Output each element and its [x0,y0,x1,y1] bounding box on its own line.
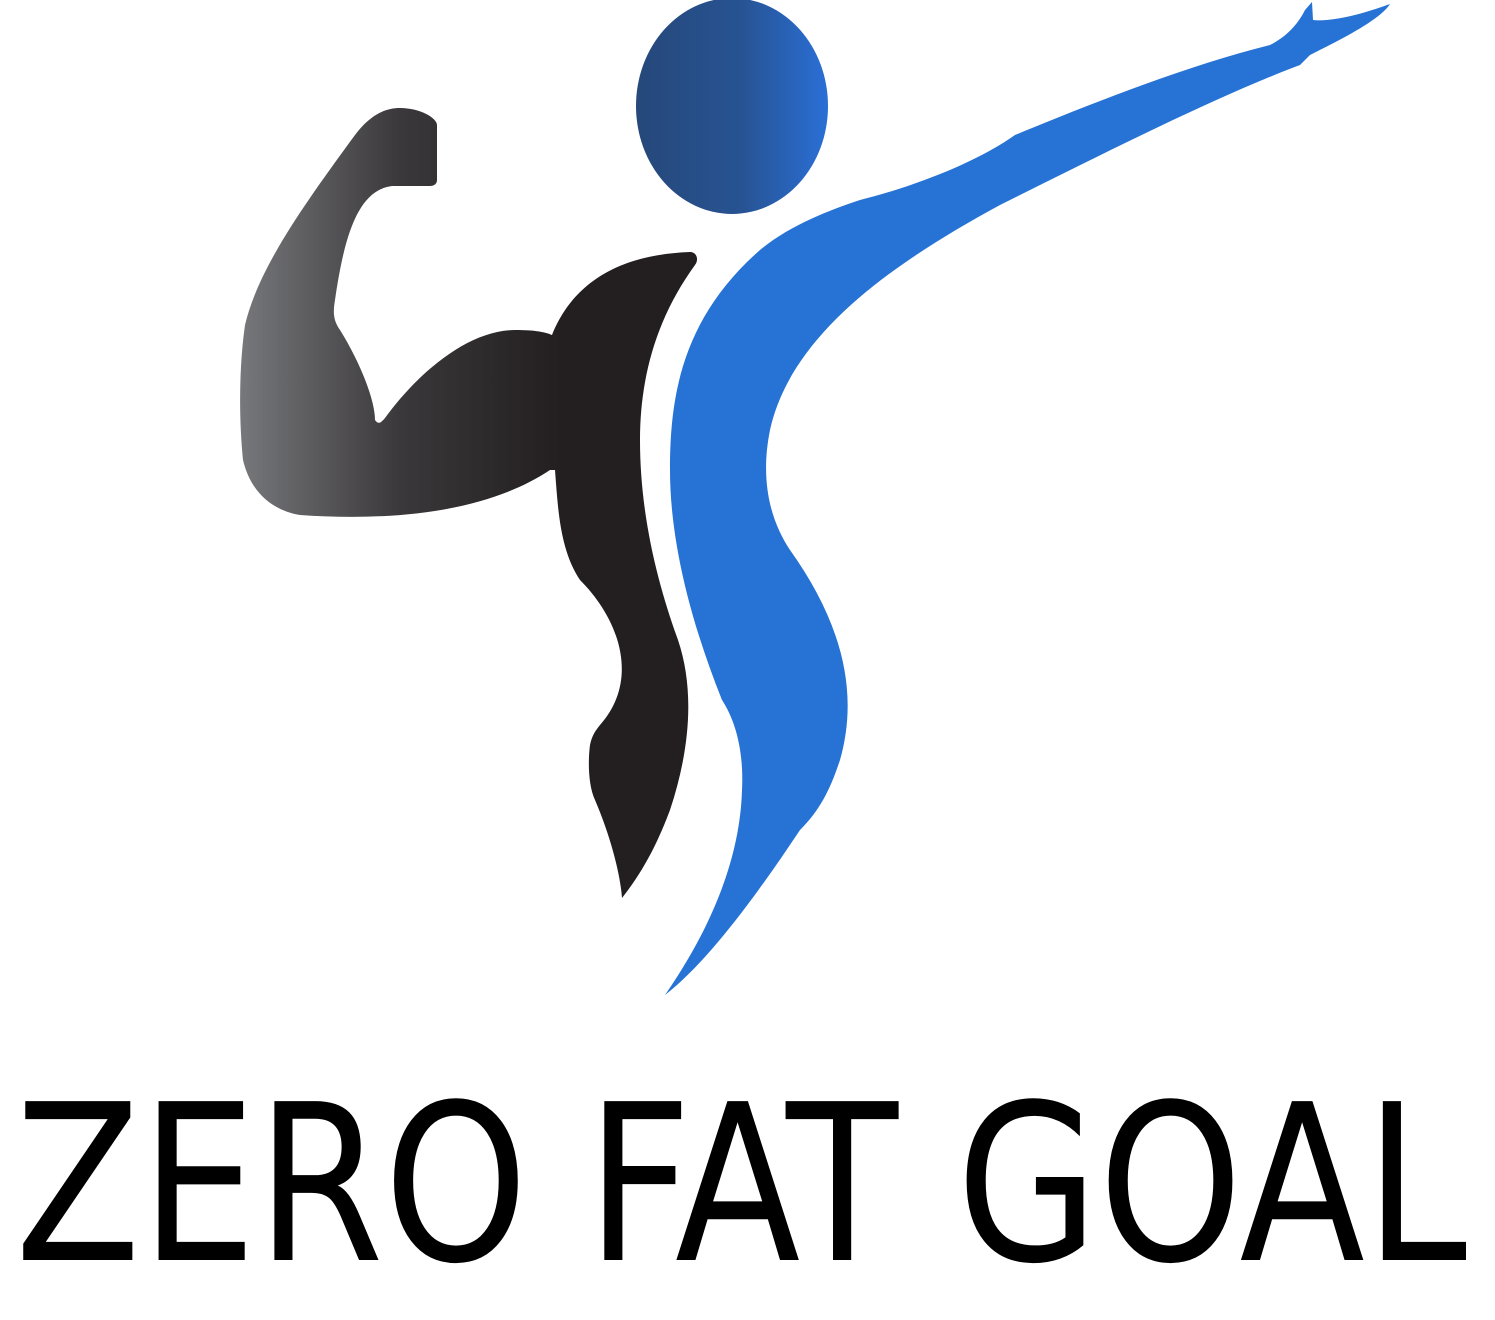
head [636,0,828,214]
brand-name: ZERO FAT GOAL [15,1059,1467,1312]
black-figure [240,108,698,898]
blue-figure [665,2,1390,995]
